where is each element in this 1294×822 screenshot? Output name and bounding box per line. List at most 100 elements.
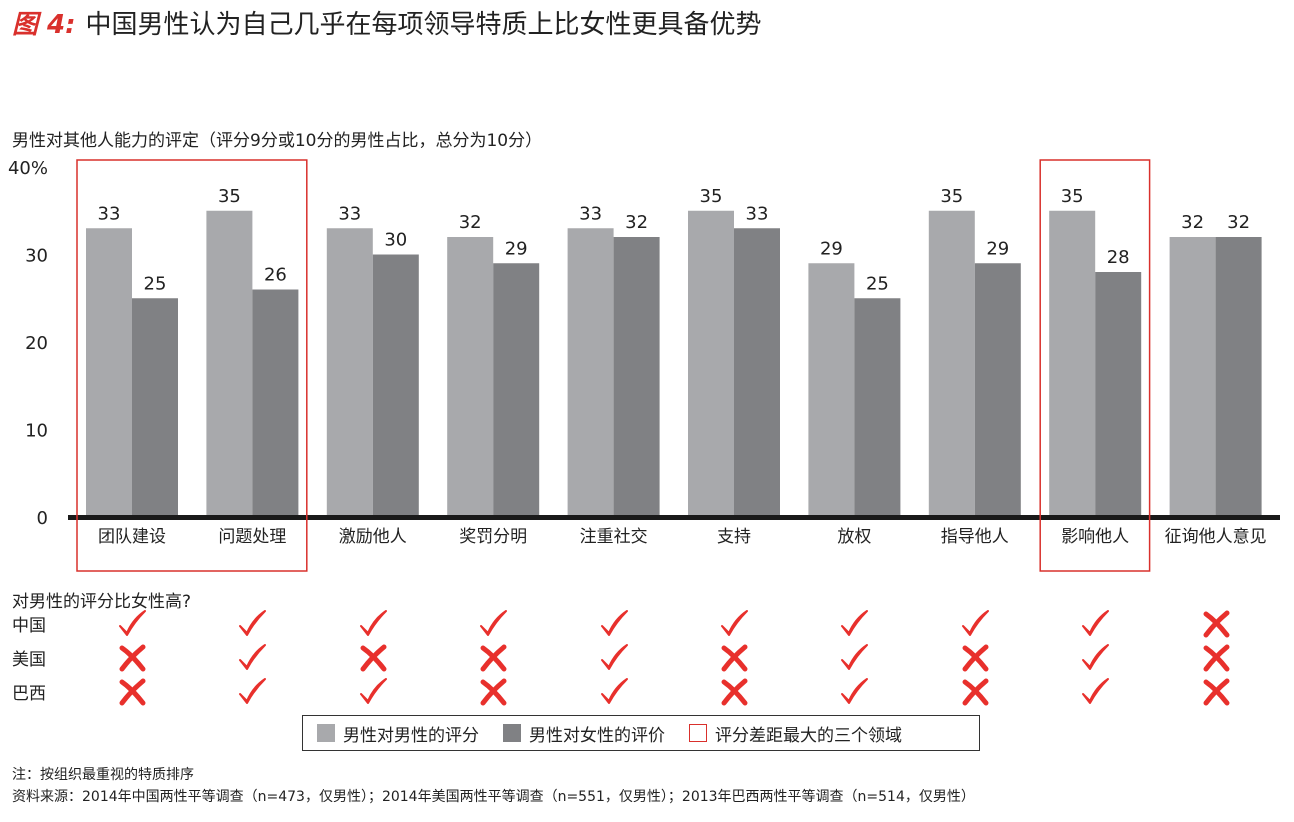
highlight-box bbox=[76, 159, 308, 572]
legend-label: 男性对女性的评价 bbox=[529, 725, 665, 746]
y-tick-label: 30 bbox=[25, 246, 48, 267]
data-label: 33 bbox=[338, 203, 361, 224]
x-tick-label: 问题处理 bbox=[218, 527, 286, 547]
checkmark-icon bbox=[237, 609, 267, 639]
data-label: 35 bbox=[700, 186, 723, 207]
bar-men-rating-women bbox=[252, 289, 299, 517]
checkmark-icon bbox=[599, 609, 629, 639]
checkmark-icon bbox=[839, 677, 869, 707]
checkmark-icon bbox=[1080, 609, 1110, 639]
cross-icon bbox=[478, 677, 508, 707]
checkmark-icon bbox=[719, 609, 749, 639]
checkmark-icon bbox=[839, 609, 869, 639]
bar-men-rating-women bbox=[854, 298, 901, 517]
bar-men-rating-men bbox=[447, 237, 494, 517]
cross-icon bbox=[1201, 677, 1231, 707]
data-label: 25 bbox=[144, 273, 167, 294]
checkmark-icon bbox=[117, 609, 147, 639]
country-label: 巴西 bbox=[12, 684, 46, 704]
legend-swatch-light bbox=[317, 724, 335, 742]
checkmark-icon bbox=[478, 609, 508, 639]
cross-icon bbox=[719, 643, 749, 673]
data-label: 30 bbox=[384, 230, 407, 251]
legend-item-men-rating-men: 男性对男性的评分 bbox=[317, 721, 479, 746]
data-label: 35 bbox=[218, 186, 241, 207]
checkmark-icon bbox=[839, 643, 869, 673]
cross-icon bbox=[1201, 643, 1231, 673]
x-axis-line bbox=[68, 515, 1280, 520]
data-label: 32 bbox=[1181, 212, 1204, 233]
data-label: 29 bbox=[505, 238, 528, 259]
cross-icon bbox=[1201, 609, 1231, 639]
cross-icon bbox=[960, 677, 990, 707]
cross-icon bbox=[117, 643, 147, 673]
checkmark-icon bbox=[237, 677, 267, 707]
chart-subtitle: 男性对其他人能力的评定（评分9分或10分的男性占比，总分为10分） bbox=[12, 131, 543, 151]
legend-item-men-rating-women: 男性对女性的评价 bbox=[503, 721, 665, 746]
y-tick-label: 20 bbox=[25, 333, 48, 354]
legend-swatch-outline bbox=[689, 724, 707, 742]
y-tick-label: 10 bbox=[25, 421, 48, 442]
data-label: 33 bbox=[98, 203, 121, 224]
y-tick-label: 40% bbox=[8, 158, 48, 179]
bar-men-rating-women bbox=[613, 237, 660, 517]
country-label: 中国 bbox=[12, 616, 46, 636]
legend: 男性对男性的评分 男性对女性的评价 评分差距最大的三个领域 bbox=[302, 715, 980, 751]
y-tick-label: 0 bbox=[37, 508, 48, 529]
bar-men-rating-women bbox=[1215, 237, 1262, 517]
bar-men-rating-men bbox=[1049, 210, 1096, 517]
checkmark-icon bbox=[1080, 677, 1110, 707]
data-label: 32 bbox=[459, 212, 482, 233]
x-tick-label: 放权 bbox=[837, 527, 871, 547]
bar-men-rating-men bbox=[928, 210, 975, 517]
x-tick-label: 征询他人意见 bbox=[1165, 527, 1267, 547]
x-tick-label: 指导他人 bbox=[941, 527, 1009, 547]
data-label: 25 bbox=[866, 273, 889, 294]
legend-label: 评分差距最大的三个领域 bbox=[715, 725, 902, 746]
bar-men-rating-women bbox=[1095, 272, 1142, 517]
bar-men-rating-women bbox=[372, 254, 419, 517]
x-tick-label: 奖罚分明 bbox=[459, 527, 527, 547]
source-note: 资料来源：2014年中国两性平等调查（n=473，仅男性）；2014年美国两性平… bbox=[12, 789, 975, 805]
legend-item-largest-gap: 评分差距最大的三个领域 bbox=[689, 721, 902, 746]
comparison-question: 对男性的评分比女性高? bbox=[12, 592, 192, 612]
bar-men-rating-men bbox=[1169, 237, 1216, 517]
cross-icon bbox=[117, 677, 147, 707]
bar-men-rating-men bbox=[326, 228, 373, 517]
data-label: 35 bbox=[1061, 186, 1084, 207]
x-tick-label: 激励他人 bbox=[339, 527, 407, 547]
data-label: 26 bbox=[264, 265, 287, 286]
checkmark-icon bbox=[358, 609, 388, 639]
bar-men-rating-men bbox=[688, 210, 734, 517]
footnote: 注：按组织最重视的特质排序 bbox=[12, 767, 194, 783]
figure-title-text: 中国男性认为自己几乎在每项领导特质上比女性更具备优势 bbox=[85, 10, 762, 40]
data-label: 33 bbox=[746, 203, 769, 224]
x-tick-label: 支持 bbox=[717, 527, 751, 547]
data-label: 28 bbox=[1107, 247, 1130, 268]
cross-icon bbox=[358, 643, 388, 673]
data-label: 32 bbox=[625, 212, 648, 233]
x-tick-label: 注重社交 bbox=[580, 527, 648, 547]
bar-men-rating-women bbox=[734, 228, 780, 517]
cross-icon bbox=[719, 677, 749, 707]
data-label: 29 bbox=[986, 238, 1009, 259]
chart-title: 图 4: 中国男性认为自己几乎在每项领导特质上比女性更具备优势 bbox=[12, 8, 762, 42]
data-label: 32 bbox=[1227, 212, 1250, 233]
data-label: 35 bbox=[940, 186, 963, 207]
bar-men-rating-women bbox=[132, 298, 178, 517]
cross-icon bbox=[960, 643, 990, 673]
bar-men-rating-men bbox=[567, 228, 614, 517]
bar-men-rating-men bbox=[206, 210, 253, 517]
highlight-box bbox=[1039, 159, 1151, 572]
checkmark-icon bbox=[599, 643, 629, 673]
bar-chart: 40% 30 20 10 0 33 25 团队建设 35 26 问题处理 33 30 激励他人 32 29 奖罚… bbox=[8, 158, 1280, 572]
data-label: 33 bbox=[579, 203, 602, 224]
x-tick-label: 影响他人 bbox=[1061, 527, 1129, 547]
legend-label: 男性对男性的评分 bbox=[343, 725, 479, 746]
bar-men-rating-men bbox=[86, 228, 132, 517]
data-label: 29 bbox=[820, 238, 843, 259]
checkmark-icon bbox=[1080, 643, 1110, 673]
x-tick-label: 团队建设 bbox=[98, 527, 166, 547]
bar-men-rating-women bbox=[974, 263, 1021, 517]
figure-label: 图 4: bbox=[12, 10, 76, 40]
